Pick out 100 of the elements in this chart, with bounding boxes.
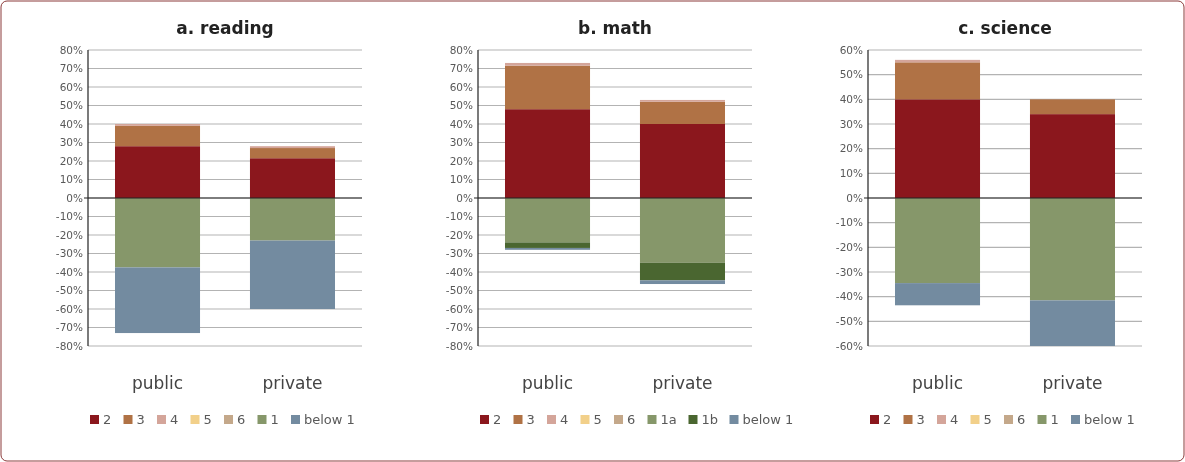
- y-tick-label: 50%: [59, 99, 84, 112]
- y-tick-label: -60%: [445, 302, 474, 315]
- chart-title: b. math: [578, 18, 652, 38]
- y-tick-label: -10%: [445, 210, 474, 223]
- bar: [1029, 114, 1115, 198]
- bar: [1029, 99, 1115, 115]
- bar: [895, 198, 981, 284]
- y-tick-label: -30%: [445, 247, 474, 260]
- y-tick-label: 60%: [839, 43, 864, 56]
- y-tick-label: 0%: [846, 191, 864, 204]
- legend-label: 3: [136, 412, 145, 427]
- legend-label: 3: [916, 412, 925, 427]
- x-tick-label: public: [911, 373, 964, 393]
- x-tick-label: public: [131, 373, 184, 393]
- bar: [895, 99, 981, 198]
- y-tick-label: 20%: [839, 142, 864, 155]
- y-tick-label: 70%: [59, 62, 84, 75]
- bar: [115, 125, 201, 147]
- y-tick-label: 10%: [449, 173, 474, 186]
- bar: [505, 109, 591, 198]
- y-tick-label: -50%: [835, 315, 864, 328]
- bar: [249, 158, 335, 198]
- y-tick-label: 60%: [449, 80, 474, 93]
- chart-title: c. science: [958, 18, 1052, 38]
- y-tick-label: -10%: [835, 216, 864, 229]
- chart-title: a. reading: [176, 18, 274, 38]
- legend-label: 4: [950, 412, 959, 427]
- bar: [895, 283, 981, 306]
- bar: [639, 101, 725, 124]
- legend-label: 3: [526, 412, 535, 427]
- legend-label: 1b: [701, 412, 719, 427]
- y-tick-label: 30%: [59, 136, 84, 149]
- x-tick-label: private: [652, 373, 713, 393]
- y-tick-label: 0%: [456, 191, 474, 204]
- y-tick-label: -70%: [445, 321, 474, 334]
- bar: [1029, 300, 1115, 346]
- legend-label: 4: [560, 412, 569, 427]
- y-tick-label: -30%: [835, 265, 864, 278]
- y-tick-label: 70%: [449, 62, 474, 75]
- x-tick-label: public: [521, 373, 574, 393]
- y-tick-label: 20%: [449, 154, 474, 167]
- legend-label: 1: [270, 412, 279, 427]
- bar: [505, 242, 591, 248]
- bar: [505, 198, 591, 243]
- y-tick-label: 10%: [839, 167, 864, 180]
- bar: [639, 262, 725, 281]
- legend-label: 2: [883, 412, 892, 427]
- y-tick-label: 10%: [59, 173, 84, 186]
- y-tick-label: 80%: [59, 43, 84, 56]
- bar: [639, 198, 725, 263]
- x-tick-label: private: [262, 373, 323, 393]
- legend-label: 6: [1017, 412, 1026, 427]
- legend-label: 2: [103, 412, 112, 427]
- y-tick-label: 40%: [449, 117, 474, 130]
- x-tick-label: private: [1042, 373, 1103, 393]
- legend-label: 6: [627, 412, 636, 427]
- y-tick-label: -30%: [55, 247, 84, 260]
- y-tick-label: -20%: [55, 228, 84, 241]
- bar: [115, 267, 201, 334]
- legend-label: 2: [493, 412, 502, 427]
- bar: [505, 62, 591, 66]
- y-tick-label: -60%: [835, 339, 864, 352]
- y-tick-label: -70%: [55, 321, 84, 334]
- bar: [249, 240, 335, 309]
- legend-label: 5: [593, 412, 602, 427]
- legend-label: 4: [170, 412, 179, 427]
- y-tick-label: 80%: [449, 43, 474, 56]
- y-tick-label: -10%: [55, 210, 84, 223]
- y-tick-label: -80%: [55, 339, 84, 352]
- y-tick-label: -50%: [445, 284, 474, 297]
- y-tick-label: -50%: [55, 284, 84, 297]
- legend-label: below 1: [742, 412, 794, 427]
- y-tick-label: 40%: [59, 117, 84, 130]
- legend-label: 6: [237, 412, 246, 427]
- y-tick-label: 30%: [839, 117, 864, 130]
- bar: [249, 198, 335, 241]
- y-tick-label: -40%: [445, 265, 474, 278]
- y-tick-label: 20%: [59, 154, 84, 167]
- y-tick-label: 50%: [449, 99, 474, 112]
- bar: [639, 124, 725, 198]
- y-tick-label: 0%: [66, 191, 84, 204]
- bar: [249, 148, 335, 159]
- bar: [115, 146, 201, 198]
- bar: [505, 65, 591, 110]
- legend-label: 5: [203, 412, 212, 427]
- legend-label: 1: [1050, 412, 1059, 427]
- bar: [1029, 198, 1115, 301]
- y-tick-label: -20%: [835, 241, 864, 254]
- legend-label: below 1: [1084, 412, 1135, 427]
- y-tick-label: 40%: [839, 93, 864, 106]
- y-tick-label: -40%: [55, 265, 84, 278]
- y-tick-label: 30%: [449, 136, 474, 149]
- y-tick-label: -20%: [445, 228, 474, 241]
- y-tick-label: -80%: [445, 339, 474, 352]
- bar: [895, 62, 981, 100]
- y-tick-label: 50%: [839, 68, 864, 81]
- bar: [639, 280, 725, 285]
- legend-label: 1a: [660, 412, 677, 427]
- y-tick-label: 60%: [59, 80, 84, 93]
- legend-label: below 1: [304, 412, 355, 427]
